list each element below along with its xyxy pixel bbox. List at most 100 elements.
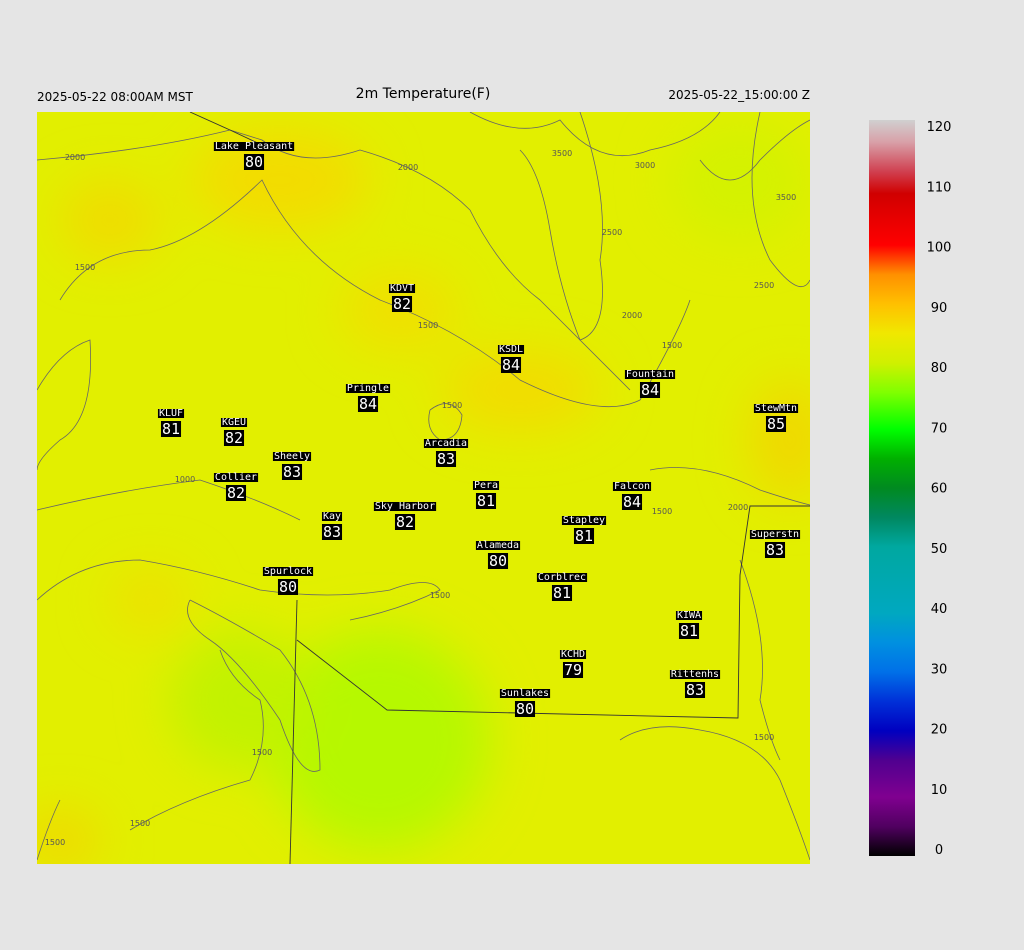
station-name-bg <box>345 384 391 393</box>
station-name: Sheely <box>274 451 310 462</box>
station-value: 84 <box>623 493 641 511</box>
station-value: 82 <box>227 484 245 502</box>
colorbar-tick-label: 10 <box>931 783 948 798</box>
station-value-bg <box>281 464 303 480</box>
station-name-bg <box>749 530 801 539</box>
station-value: 81 <box>553 584 571 602</box>
colorbar-tick-label: 0 <box>935 843 943 858</box>
station-name: KGEU <box>222 417 246 428</box>
colorbar-tick-label: 120 <box>927 120 952 135</box>
station-value-bg <box>225 485 247 501</box>
contour-label: 2000 <box>398 163 418 172</box>
station-value-bg <box>562 662 584 678</box>
station-value-bg <box>639 382 661 398</box>
station-name-bg <box>624 370 676 379</box>
station-name-bg <box>373 502 437 511</box>
station-value-bg <box>475 493 497 509</box>
colorbar-tick-label: 110 <box>927 180 952 195</box>
station-name-bg <box>213 473 259 482</box>
contour-label: 1500 <box>662 341 682 350</box>
station-name: StewMtn <box>755 403 797 414</box>
map: 2000 2000 3500 3000 3500 2500 2500 2000 1500 1500… <box>37 112 810 864</box>
station-name: Kay <box>323 511 341 522</box>
station-value-bg <box>394 514 416 530</box>
station-value: 83 <box>437 450 455 468</box>
utc-time: 2025-05-22_15:00:00 Z <box>668 88 810 102</box>
map-title: 2m Temperature(F) <box>356 86 491 102</box>
station-name-bg <box>497 345 525 354</box>
contour-label: 1500 <box>652 507 672 516</box>
station-name: KIWA <box>677 610 701 621</box>
station-value: 80 <box>279 578 297 596</box>
station-value-bg <box>243 154 265 170</box>
station-name: Alameda <box>477 540 519 551</box>
contour-label: 1500 <box>418 321 438 330</box>
station-name: KLUF <box>159 408 183 419</box>
station-value-bg <box>391 296 413 312</box>
contour-label: 2000 <box>728 503 748 512</box>
station-name-bg <box>157 409 185 418</box>
station-value: 81 <box>680 622 698 640</box>
contour-label: 2000 <box>622 311 642 320</box>
station-name-bg <box>423 439 469 448</box>
colorbar-tick-label: 100 <box>927 241 952 256</box>
station-name: Falcon <box>614 481 650 492</box>
station-name: Pera <box>474 480 498 491</box>
station-name: Rittenhs <box>671 669 719 680</box>
station-name: KDVT <box>390 283 414 294</box>
terrain-contours <box>37 112 810 864</box>
station-value-bg <box>435 451 457 467</box>
contour-label: 1000 <box>175 475 195 484</box>
station-name-bg <box>388 284 416 293</box>
contour-labels: 2000 2000 3500 3000 3500 2500 2500 2000 1500 1500… <box>45 149 796 847</box>
station-value: 81 <box>575 527 593 545</box>
station-value: 82 <box>396 513 414 531</box>
station-name: Sky Harbor <box>375 501 435 512</box>
contour-label: 1500 <box>252 748 272 757</box>
station-name-bg <box>220 418 248 427</box>
contour-label: 1500 <box>45 838 65 847</box>
station-name-bg <box>669 670 721 679</box>
station-value: 85 <box>767 415 785 433</box>
station-value: 79 <box>564 661 582 679</box>
station-name-bg <box>559 650 587 659</box>
station-name-bg <box>475 541 521 550</box>
station-value-bg <box>573 528 595 544</box>
station-value-bg <box>321 524 343 540</box>
station-name: Arcadia <box>425 438 467 449</box>
station-name: Fountain <box>626 369 674 380</box>
stations: Lake Pleasant80KDVT82KSDL84Fountain84Pri… <box>157 141 801 718</box>
colorbar-tick-label: 80 <box>931 361 948 376</box>
station-value: 84 <box>641 381 659 399</box>
station-name: Spurlock <box>264 566 312 577</box>
station-name-bg <box>213 142 295 151</box>
station-value: 80 <box>489 552 507 570</box>
station-value-bg <box>487 553 509 569</box>
station-value-bg <box>621 494 643 510</box>
station-name-bg <box>536 573 588 582</box>
colorbar-tick-label: 40 <box>931 602 948 617</box>
station-name-bg <box>561 516 607 525</box>
station-value-bg <box>551 585 573 601</box>
station-name: Lake Pleasant <box>215 141 293 152</box>
station-name: Stapley <box>563 515 605 526</box>
station-value: 83 <box>283 463 301 481</box>
